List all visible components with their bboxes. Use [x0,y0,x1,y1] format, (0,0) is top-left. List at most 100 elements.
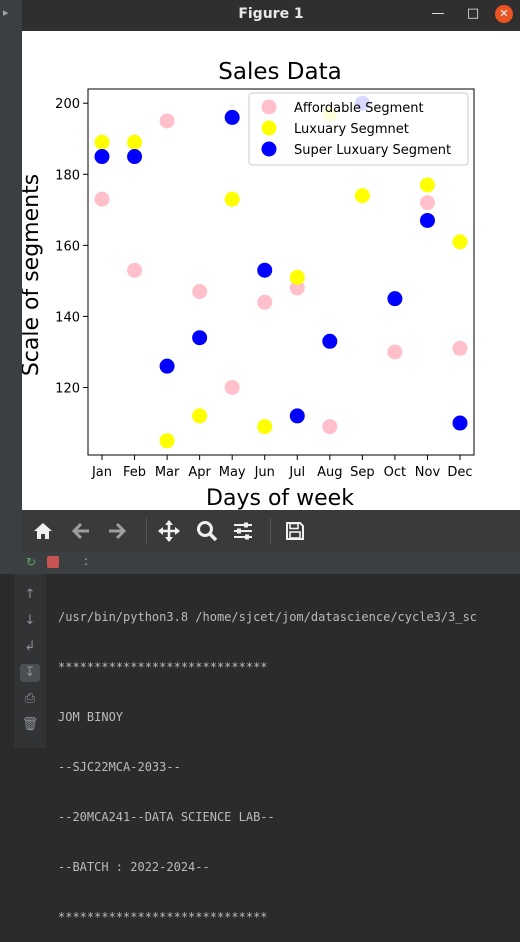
y-axis-label: Scale of segments [22,174,44,376]
run-separator: : [84,554,89,568]
zoom-icon[interactable] [194,518,220,544]
console-line: ***************************** [58,910,268,924]
toolbar-separator [146,518,147,544]
trash-icon[interactable]: 🗑 [21,717,39,732]
arrow-left-icon[interactable] [68,518,94,544]
data-point [192,284,208,300]
data-point [94,149,110,165]
close-icon[interactable]: ✕ [495,5,513,23]
y-tick-label: 160 [55,239,80,254]
x-tick-label: Jan [91,465,112,480]
data-point [159,433,175,449]
console-line: --SJC22MCA-2033-- [58,760,181,774]
legend: Affordable Segment Luxuary Segmnet Super L… [248,92,469,166]
data-point [419,195,435,211]
data-point [452,415,468,431]
data-point [159,358,175,374]
console-line: --20MCA241--DATA SCIENCE LAB-- [58,810,275,824]
run-marker-icon: ▸ [3,6,9,19]
sliders-icon[interactable] [230,518,256,544]
data-point [127,134,143,150]
legend-label: Affordable Segment [294,101,424,116]
home-icon[interactable] [30,518,56,544]
window-titlebar: Figure 1 — □ ✕ [22,0,520,31]
maximize-icon[interactable]: □ [466,6,480,21]
data-point [224,191,240,207]
plot-area: Sales Data 120 140 160 180 200 Jan Feb Mar Apr M… [19,31,520,511]
x-tick-label: Mar [155,465,180,480]
data-point [289,280,305,296]
scroll-to-end-icon[interactable]: ↧ [20,664,40,682]
data-point [419,212,435,228]
y-tick-label: 140 [55,310,80,325]
figure-window: Figure 1 — □ ✕ Sales Data 120 140 160 180 20… [19,0,520,552]
data-point [257,294,273,310]
save-icon[interactable] [282,518,308,544]
console-line: ***************************** [58,660,268,674]
legend-marker [261,99,277,115]
data-point [224,109,240,125]
data-point [159,113,175,129]
console-line: --BATCH : 2022-2024-- [58,860,210,874]
data-point [322,419,338,435]
data-point [387,291,403,307]
data-point [192,408,208,424]
x-tick-label: Apr [188,465,211,480]
legend-marker [261,120,277,136]
data-point [127,149,143,165]
data-point [289,269,305,285]
rerun-icon[interactable]: ↻ [26,555,37,569]
x-tick-label: Aug [317,465,342,480]
data-point [224,379,240,395]
x-tick-label: May [219,465,246,480]
scatter-chart: Sales Data 120 140 160 180 200 Jan Feb Mar Apr M… [19,59,475,511]
chart-title: Sales Data [218,59,341,85]
legend-marker [261,141,277,157]
legend-label: Luxuary Segmnet [294,122,409,137]
arrow-right-icon[interactable] [104,518,130,544]
x-tick-label: Oct [384,465,406,480]
y-tick-label: 120 [55,381,80,396]
plot-frame [87,88,475,456]
y-tick-label: 200 [55,97,80,112]
data-point [257,419,273,435]
data-point [354,188,370,204]
x-axis-label: Days of week [206,486,354,510]
move-icon[interactable] [156,518,182,544]
data-point [127,262,143,278]
window-title: Figure 1 [238,6,304,22]
console-line: JOM BINOY [58,710,124,724]
toolbar-separator [270,518,271,544]
x-tick-label: Dec [447,465,472,480]
figure-toolbar [22,510,520,552]
x-tick-label: Nov [415,465,441,480]
console-line: /usr/bin/python3.8 /home/sjcet/jom/datas… [58,610,478,624]
print-icon[interactable]: ⎙ [24,691,36,706]
run-console [0,574,520,748]
legend-label: Super Luxuary Segment [294,143,451,158]
data-point [452,234,468,250]
console-toolbar: ↑ ↓ ↲ ↧ ⎙ 🗑 [14,574,46,748]
data-point [289,408,305,424]
data-point [94,134,110,150]
console-output: /usr/bin/python3.8 /home/sjcet/jom/datas… [58,578,520,942]
data-point [387,344,403,360]
x-tick-label: Feb [123,465,146,480]
data-point [192,330,208,346]
minimize-icon[interactable]: — [431,6,445,21]
x-tick-label: Jul [288,465,305,480]
soft-wrap-icon[interactable]: ↲ [24,639,36,654]
data-point [322,333,338,349]
y-tick-label: 180 [55,168,80,183]
x-tick-label: Sep [350,465,375,480]
data-point [419,177,435,193]
x-tick-label: Jun [254,465,275,480]
arrow-down-icon[interactable]: ↓ [24,613,36,628]
ide-left-strip: ▸ [0,0,22,748]
arrow-up-icon[interactable]: ↑ [24,587,36,602]
stop-icon[interactable] [47,556,59,568]
data-point [257,262,273,278]
data-point [94,191,110,207]
legend-frame [248,92,469,166]
data-point [452,340,468,356]
